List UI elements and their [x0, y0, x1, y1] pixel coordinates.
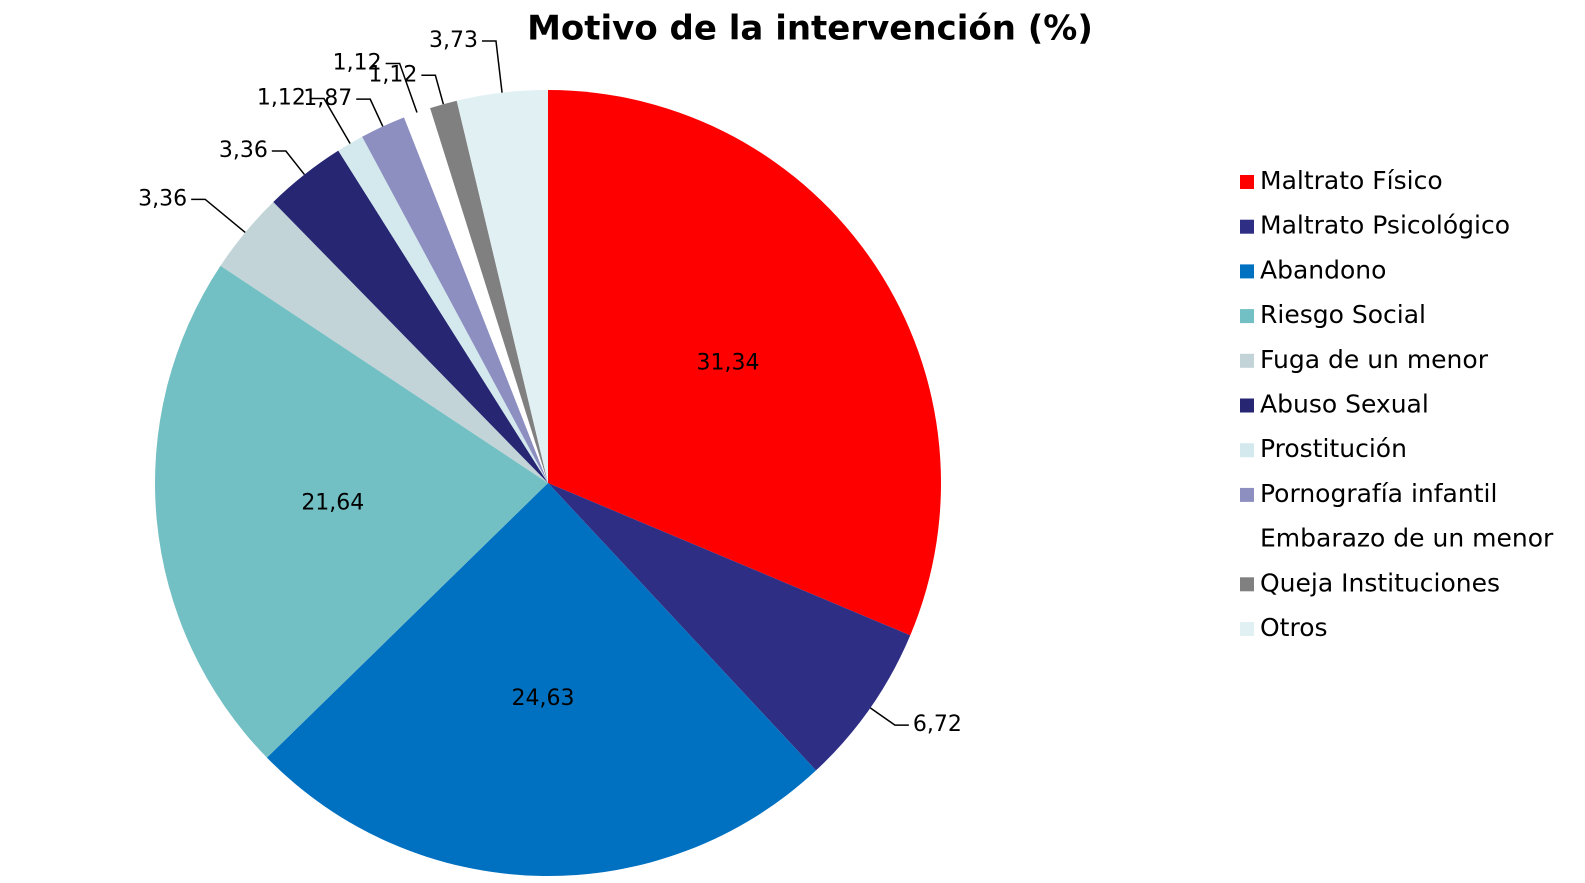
leader-line: [356, 98, 384, 127]
leader-line: [309, 97, 351, 144]
pie-slice: [456, 90, 548, 483]
legend-label: Abandono: [1260, 255, 1386, 284]
pie-slice: [220, 201, 548, 484]
pie-slice: [548, 483, 911, 771]
legend-label: Fuga de un menor: [1260, 345, 1489, 374]
legend-swatch: [1240, 353, 1254, 368]
pie-slice: [273, 150, 548, 483]
leader-line: [421, 74, 445, 105]
pie-slice: [338, 136, 548, 483]
legend-label: Otros: [1260, 613, 1328, 642]
legend-swatch: [1240, 309, 1254, 324]
pie-slice: [266, 483, 817, 876]
pie-slice: [548, 90, 941, 636]
legend-swatch: [1240, 175, 1254, 189]
data-label: 31,34: [697, 350, 760, 375]
pie-slice: [404, 108, 548, 483]
leader-line: [191, 198, 246, 234]
leader-line: [271, 150, 306, 176]
data-label: 3,36: [219, 138, 268, 163]
pie-slice: [154, 265, 548, 758]
legend-label: Maltrato Psicológico: [1260, 211, 1510, 240]
legend-swatch: [1240, 443, 1254, 458]
legend-swatch: [1240, 487, 1254, 502]
data-label: 24,63: [511, 686, 574, 711]
data-label: 1,12: [257, 86, 306, 111]
legend-label: Maltrato Físico: [1260, 166, 1443, 195]
pie-slice: [430, 100, 548, 484]
leader-line: [481, 40, 503, 93]
data-label: 21,64: [301, 490, 364, 515]
data-label: 1,12: [333, 50, 382, 75]
legend-swatch: [1240, 219, 1254, 234]
legend-label: Riesgo Social: [1260, 300, 1426, 329]
data-label: 3,73: [429, 28, 478, 53]
pie-slice: [362, 117, 548, 484]
legend-swatch: [1240, 398, 1254, 413]
data-label: 1,87: [303, 86, 352, 111]
chart-title: Motivo de la intervención (%): [527, 9, 1093, 49]
data-label: 6,72: [913, 712, 962, 737]
legend-label: Embarazo de un menor: [1260, 524, 1554, 553]
legend-label: Abuso Sexual: [1260, 390, 1429, 419]
legend-swatch: [1240, 532, 1254, 547]
leader-line: [385, 62, 418, 113]
leader-line: [869, 707, 909, 726]
legend-label: Queja Instituciones: [1260, 568, 1500, 597]
legend-swatch: [1240, 577, 1254, 592]
legend-label: Pornografía infantil: [1260, 479, 1497, 508]
legend-swatch: [1240, 264, 1254, 279]
legend-label: Prostitución: [1260, 434, 1407, 463]
data-label: 3,36: [138, 186, 187, 211]
data-label: 1,12: [368, 62, 417, 87]
legend-swatch: [1240, 622, 1254, 636]
